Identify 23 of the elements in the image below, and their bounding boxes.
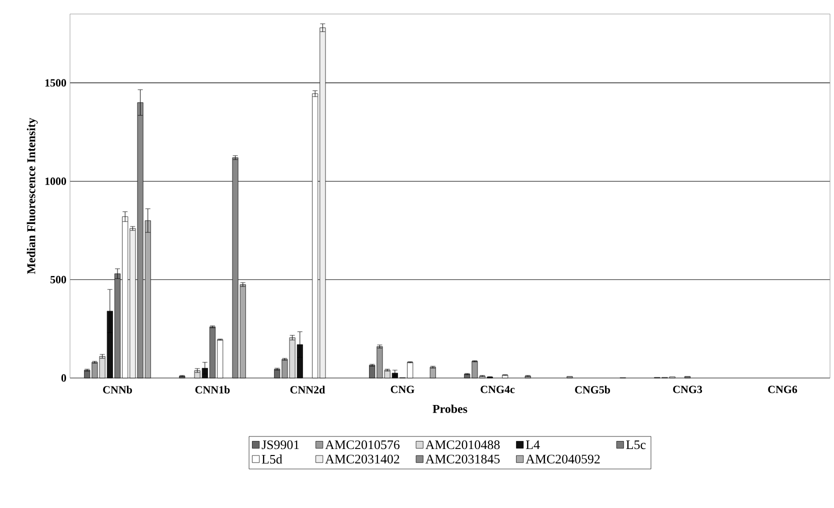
x-tick-label: CNG5b [575, 386, 610, 394]
x-tick-label: CNG3 [673, 386, 702, 394]
y-axis-title: Median Fluorescence Intensity [26, 118, 38, 274]
legend-label: AMC2031845 [425, 454, 500, 464]
legend-label: L5c [626, 440, 646, 450]
x-tick-label: CNG [390, 386, 414, 394]
legend-label: AMC2031402 [325, 454, 400, 464]
legend-label: L5d [262, 454, 282, 464]
legend-label: AMC2010488 [425, 440, 500, 450]
y-tick-label: 0 [61, 374, 66, 382]
x-tick-label: CNN2d [290, 386, 326, 394]
x-tick-label: CNNb [103, 386, 132, 394]
legend-label: AMC2010576 [325, 440, 400, 450]
x-tick-label: CNN1b [195, 386, 230, 394]
legend-label: JS9901 [262, 440, 299, 450]
legend-label: L4 [526, 440, 540, 449]
y-tick-label: 1500 [45, 79, 66, 87]
x-axis-title: Probes [432, 404, 468, 413]
y-tick-label: 1000 [45, 178, 66, 185]
legend-label: AMC2040592 [526, 454, 600, 464]
x-tick-label: CNG6 [768, 386, 798, 394]
y-tick-label: 500 [50, 276, 66, 284]
x-tick-label: CNG4c [480, 386, 515, 394]
